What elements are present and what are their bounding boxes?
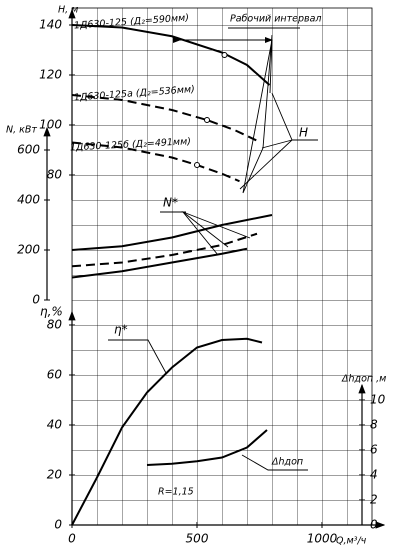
- eta-label: η*: [114, 323, 128, 337]
- operating-point: [194, 162, 200, 168]
- y-tick-label: 0: [370, 518, 378, 532]
- x-tick-label: 0: [68, 532, 76, 546]
- interval-boundary: [242, 34, 273, 194]
- y-tick-label: 4: [370, 468, 378, 482]
- y-tick-label: 6: [370, 443, 378, 457]
- n-axis-label: N, кВт: [6, 125, 37, 136]
- operating-point: [221, 52, 228, 58]
- q-axis-label: Q,м³/ч: [336, 536, 367, 547]
- dh-label: Δhдоп: [271, 457, 303, 468]
- x-tick-label: 500: [186, 532, 209, 546]
- y-tick-label: 120: [39, 68, 62, 82]
- r-label: R=1,15: [158, 487, 194, 498]
- h-axis-label: H, м: [58, 5, 78, 16]
- curve: [71, 337, 263, 526]
- operating-point: [204, 117, 210, 123]
- y-tick-label: 100: [39, 118, 62, 132]
- y-tick-label: 0: [54, 518, 62, 532]
- y-tick-label: 80: [47, 318, 63, 332]
- eta-leader: [108, 339, 167, 374]
- curve: [71, 141, 240, 183]
- y-tick-label: 600: [17, 143, 40, 157]
- curve: [71, 232, 258, 268]
- eta-axis-label: η,%: [40, 305, 63, 319]
- h-label: H: [299, 126, 308, 140]
- y-tick-label: 2: [370, 493, 378, 507]
- curve: [146, 429, 268, 466]
- curve: [71, 24, 271, 86]
- x-tick-label: 1000: [307, 532, 338, 546]
- y-tick-label: 140: [39, 18, 62, 32]
- y-tick-label: 0: [32, 293, 40, 307]
- curve: [71, 247, 248, 279]
- interval-label: Рабочий интервал: [230, 14, 322, 25]
- dh-leader: [241, 454, 308, 471]
- y-tick-label: 200: [17, 243, 40, 257]
- y-tick-label: 80: [47, 168, 63, 182]
- curve: [71, 214, 273, 251]
- y-tick-label: 60: [47, 368, 63, 382]
- curve: [71, 94, 259, 143]
- y-tick-label: 20: [47, 468, 63, 482]
- grid: [71, 7, 373, 526]
- y-tick-label: 10: [370, 393, 386, 407]
- dh-axis-label: Δhдоп ,м: [341, 374, 386, 385]
- y-tick-label: 8: [370, 418, 378, 432]
- h-leader: [261, 139, 293, 149]
- y-tick-label: 40: [47, 418, 63, 432]
- y-tick-label: 400: [17, 193, 40, 207]
- n-label: N*: [163, 196, 178, 210]
